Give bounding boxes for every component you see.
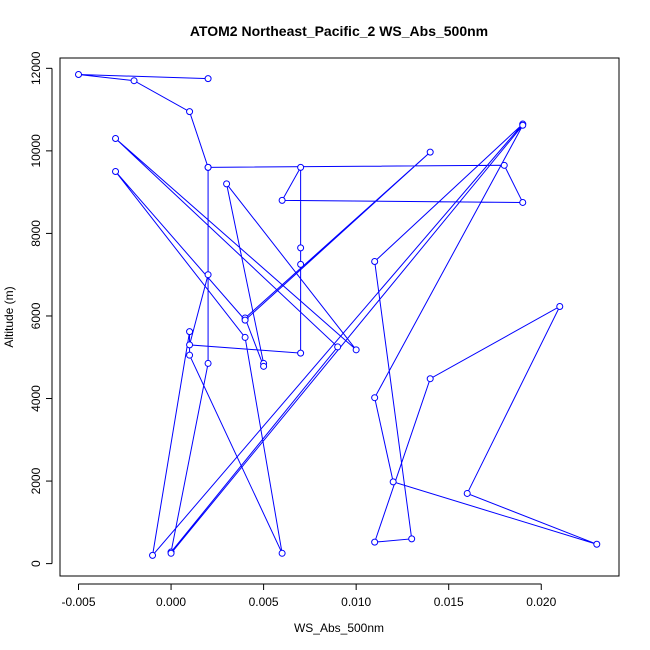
data-point [112, 168, 120, 176]
plot-frame [59, 57, 620, 577]
data-point [75, 71, 83, 79]
y-tick-label: 2000 [29, 467, 43, 494]
data-point [371, 538, 379, 546]
data-point [408, 535, 416, 543]
data-point [204, 271, 212, 279]
data-point [278, 549, 286, 557]
y-axis: 0 2000 4000 6000 8000 10000 12000 [29, 51, 53, 567]
x-tick-label: 0.000 [156, 595, 186, 609]
x-tick-label: 0.015 [434, 595, 464, 609]
data-point [223, 180, 231, 188]
data-point [278, 196, 286, 204]
y-tick-label: 8000 [29, 220, 43, 247]
data-point [463, 489, 471, 497]
data-point [204, 75, 212, 83]
y-tick-label: 10000 [29, 134, 43, 168]
data-point [426, 148, 434, 156]
x-tick-label: -0.005 [61, 595, 95, 609]
data-point [112, 134, 120, 142]
data-point [352, 346, 360, 354]
data-point [519, 121, 527, 129]
data-point [297, 163, 305, 171]
x-axis-label: WS_Abs_500nm [294, 621, 384, 635]
data-point [371, 257, 379, 265]
data-point [186, 351, 194, 359]
chart-title: ATOM2 Northeast_Pacific_2 WS_Abs_500nm [190, 23, 488, 39]
data-point [149, 551, 157, 559]
data-point [204, 359, 212, 367]
series-layer [75, 71, 601, 559]
x-tick-label: 0.010 [341, 595, 371, 609]
data-point [204, 163, 212, 171]
data-point [426, 375, 434, 383]
data-point [519, 198, 527, 206]
x-tick-label: 0.020 [526, 595, 556, 609]
data-point [130, 77, 138, 85]
data-point [241, 316, 249, 324]
y-tick-label: 6000 [29, 302, 43, 329]
data-point [297, 349, 305, 357]
data-point [500, 161, 508, 169]
data-point [186, 341, 194, 349]
data-point [260, 362, 268, 370]
y-tick-label: 4000 [29, 385, 43, 412]
data-point [241, 333, 249, 341]
data-point [593, 540, 601, 548]
data-point [167, 549, 175, 557]
data-point [297, 244, 305, 252]
data-point [389, 478, 397, 486]
y-axis-label: Altitude (m) [2, 286, 16, 347]
data-point [556, 302, 564, 310]
series-line [78, 74, 597, 558]
data-point [371, 394, 379, 402]
x-axis: -0.005 0.000 0.005 0.010 0.015 0.020 [61, 583, 557, 609]
data-point [334, 343, 342, 351]
data-point [297, 260, 305, 268]
data-point [186, 108, 194, 116]
y-tick-label: 0 [29, 560, 43, 567]
x-tick-label: 0.005 [249, 595, 279, 609]
y-tick-label: 12000 [29, 51, 43, 85]
data-point [186, 328, 194, 336]
